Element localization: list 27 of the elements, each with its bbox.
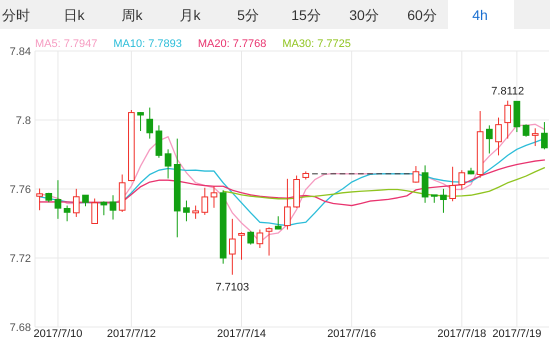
y-tick-label: 7.68 (10, 322, 31, 334)
text: MA5: 7.7947 (35, 38, 98, 50)
y-tick-label: 7.72 (10, 253, 31, 265)
annotation: 7.7103 (216, 282, 250, 294)
text: 4h (472, 7, 488, 23)
text: 日k (64, 7, 86, 23)
y-tick-label: 7.84 (10, 46, 31, 58)
x-tick-label: 2017/7/19 (492, 328, 542, 340)
x-tick-label: 2017/7/12 (106, 328, 156, 340)
text: MA30: 7.7725 (282, 38, 351, 50)
text: MA20: 7.7768 (198, 38, 266, 50)
text: 月k (180, 7, 202, 23)
x-tick-label: 2017/7/14 (217, 328, 266, 340)
x-tick-label: 2017/7/16 (327, 328, 376, 340)
text: MA10: 7.7893 (113, 38, 182, 50)
x-tick-label: 2017/7/10 (33, 328, 82, 340)
text: 周k (122, 7, 144, 23)
line-series (222, 167, 546, 200)
text: 5分 (237, 7, 259, 23)
y-tick-label: 7.76 (10, 184, 31, 196)
text: 15分 (291, 7, 321, 23)
y-tick-label: 7.8 (16, 115, 31, 127)
text: 60分 (407, 7, 437, 23)
x-tick-label: 2017/7/18 (437, 328, 486, 340)
text: 30分 (349, 7, 379, 23)
text: 分时 (2, 7, 30, 23)
annotation: 7.8112 (491, 86, 524, 98)
